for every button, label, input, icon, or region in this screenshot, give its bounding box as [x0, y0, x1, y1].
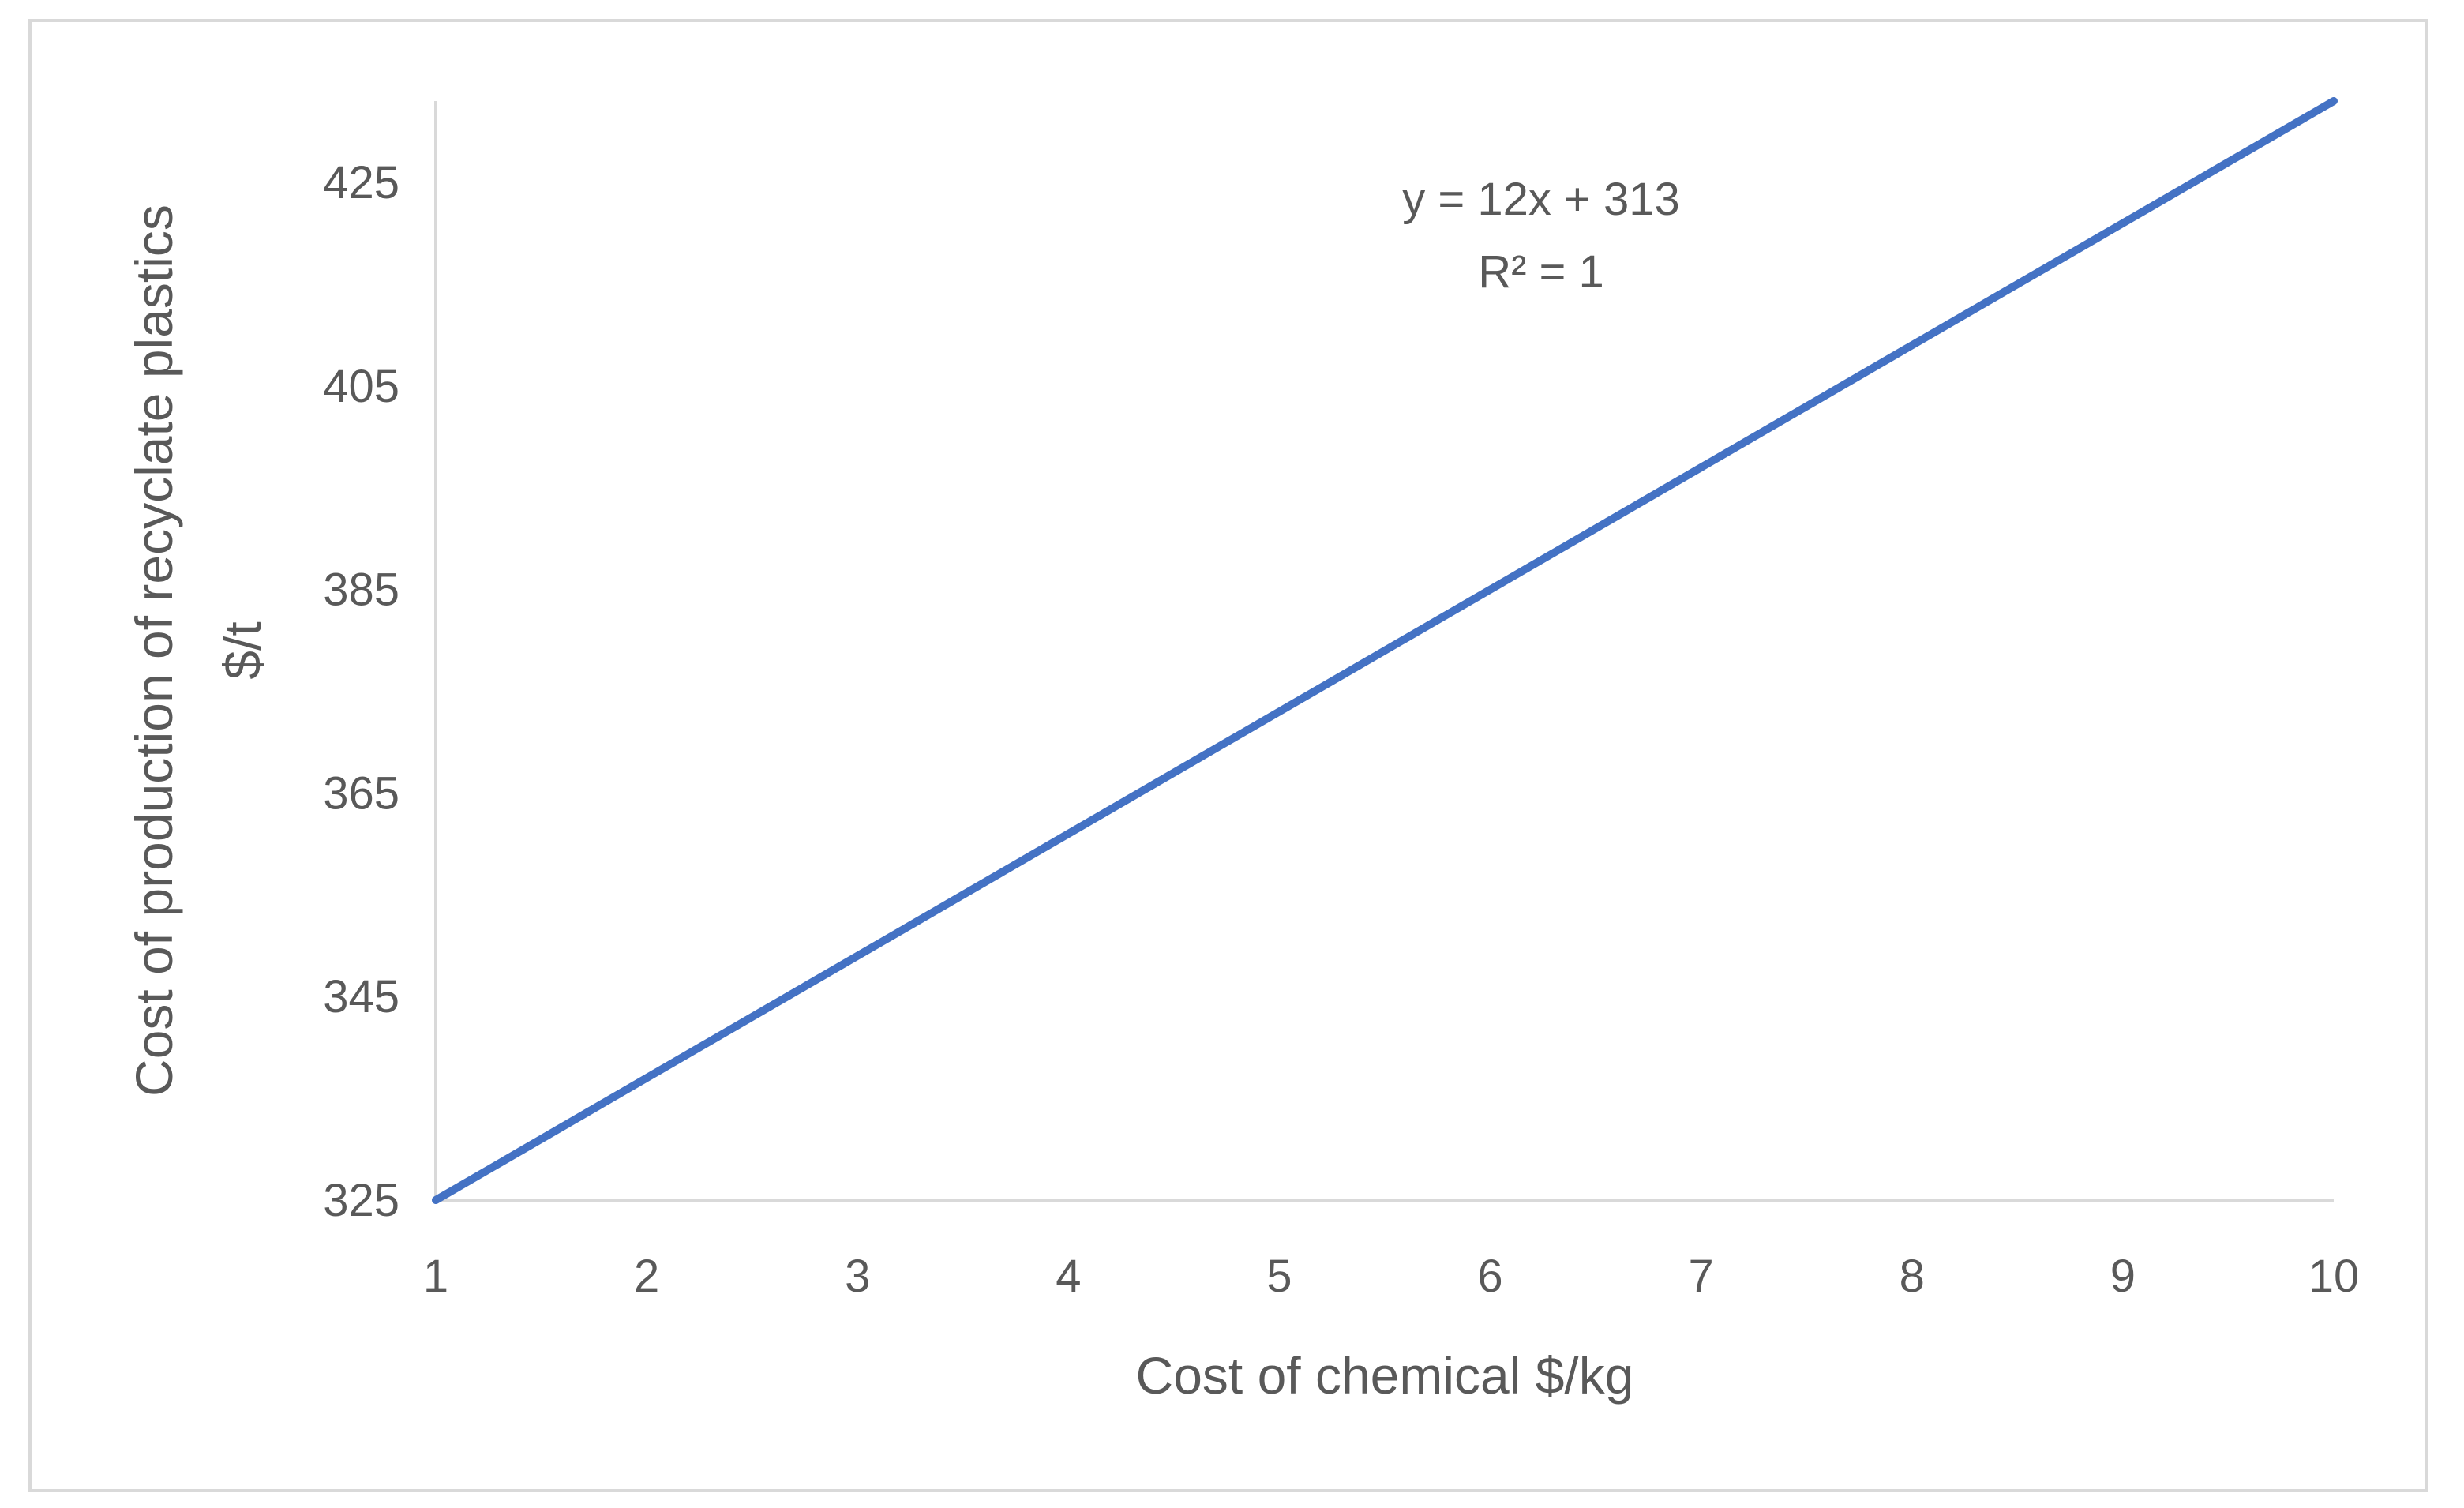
y-tick-label: 385	[323, 565, 399, 616]
x-tick-label: 8	[1900, 1251, 1925, 1302]
y-tick-label: 405	[323, 361, 399, 412]
r-squared-label: R² = 1	[1478, 246, 1604, 298]
y-tick-label: 365	[323, 767, 399, 819]
series-group	[432, 97, 2338, 1204]
trendline-annotation: y = 12x + 313 R² = 1	[1402, 174, 1679, 298]
x-tick-label: 3	[845, 1251, 870, 1302]
x-tick-label: 10	[2308, 1251, 2360, 1302]
x-axis-title: Cost of chemical $/kg	[1136, 1346, 1634, 1405]
x-tick-label: 4	[1056, 1251, 1081, 1302]
y-tick-label: 425	[323, 157, 399, 208]
y-tick-label: 325	[323, 1175, 399, 1226]
x-tick-label: 6	[1477, 1251, 1502, 1302]
x-tick-label: 7	[1689, 1251, 1714, 1302]
y-tick-label: 345	[323, 971, 399, 1022]
chart-area	[28, 19, 2428, 1492]
x-tick-label: 9	[2110, 1251, 2136, 1302]
y-axis-title: Cost of production of recyclate plastics…	[125, 204, 272, 1097]
y-tick-labels: 325 345 365 385 405 425	[323, 157, 399, 1226]
series-line	[432, 97, 2338, 1204]
x-tick-label: 5	[1266, 1251, 1292, 1302]
trendline-equation: y = 12x + 313	[1402, 174, 1679, 225]
x-tick-label: 2	[634, 1251, 659, 1302]
y-axis-title-line-2: $/t	[213, 621, 272, 679]
y-axis-title-line-1: Cost of production of recyclate plastics	[125, 204, 183, 1097]
axes	[434, 101, 2334, 1202]
x-tick-label: 1	[423, 1251, 448, 1302]
x-tick-labels: 1 2 3 4 5 6 7 8 9 10	[423, 1251, 2359, 1302]
